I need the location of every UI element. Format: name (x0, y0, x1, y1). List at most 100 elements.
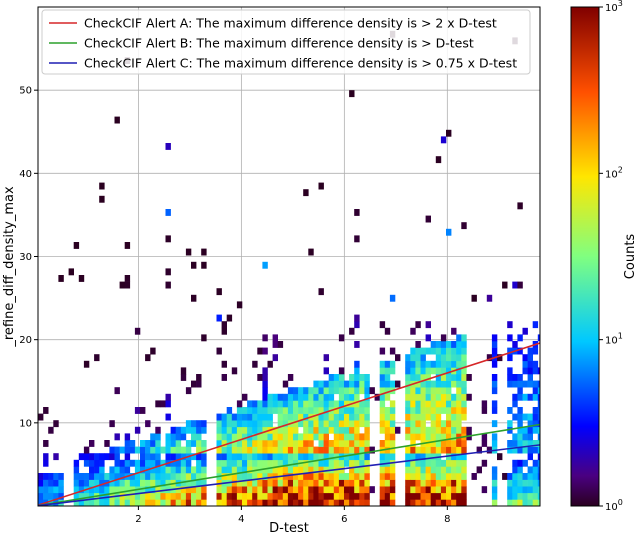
heatmap-cell (231, 440, 238, 447)
heatmap-cell (308, 486, 314, 494)
heatmap-cell (323, 393, 329, 401)
heatmap-cell (344, 387, 350, 395)
heatmap-cell (293, 473, 299, 480)
heatmap-cell (532, 459, 539, 467)
heatmap-cell (236, 413, 243, 421)
heatmap-cell (532, 420, 539, 428)
heatmap-cell (267, 440, 273, 447)
heatmap-cell (415, 466, 421, 474)
heatmap-cell (318, 393, 324, 401)
heatmap-cell (344, 393, 350, 401)
heatmap-cell (364, 446, 370, 454)
heatmap-cell (308, 466, 314, 474)
heatmap-cell (430, 367, 437, 375)
heatmap-cell (160, 479, 166, 487)
heatmap-cell (410, 420, 416, 428)
heatmap-cell (282, 433, 289, 441)
colorbar-tick-label: 102 (605, 165, 623, 180)
heatmap-cell (313, 479, 319, 487)
x-axis-label: D-test (269, 521, 309, 536)
heatmap-cell (364, 459, 370, 467)
heatmap-cell (318, 499, 324, 506)
heatmap-cell (420, 486, 426, 494)
heatmap-cell (415, 400, 421, 408)
heatmap-cell (191, 453, 197, 461)
heatmap-cell (430, 407, 437, 414)
heatmap-cell (119, 473, 125, 480)
heatmap-cell (73, 242, 80, 249)
heatmap-cell (517, 407, 523, 414)
heatmap-cell (461, 492, 467, 500)
heatmap-cell (262, 413, 268, 421)
heatmap-cell (415, 413, 421, 421)
heatmap-cell (405, 400, 411, 408)
heatmap-cell (196, 466, 202, 474)
heatmap-cell (456, 360, 462, 368)
heatmap-cell (410, 367, 416, 375)
heatmap-cell (145, 354, 151, 362)
heatmap-cell (323, 453, 329, 461)
heatmap-cell (185, 387, 192, 395)
heatmap-cell (231, 413, 238, 421)
heatmap-cell (384, 466, 391, 474)
heatmap-cell (231, 420, 238, 428)
heatmap-cell (389, 466, 396, 474)
heatmap-cell (318, 413, 324, 421)
heatmap-cell (323, 473, 329, 480)
heatmap-cell (379, 380, 386, 388)
heatmap-cell (395, 426, 401, 434)
heatmap-cell (257, 407, 263, 414)
heatmap-cell (537, 440, 540, 447)
heatmap-cell (282, 499, 289, 506)
heatmap-cell (287, 492, 294, 500)
heatmap-cell (155, 459, 161, 467)
heatmap-cell (313, 420, 319, 428)
heatmap-cell (451, 446, 457, 454)
heatmap-cell (537, 413, 540, 421)
heatmap-cell (221, 426, 227, 434)
heatmap-cell (522, 327, 528, 335)
heatmap-cell (287, 433, 294, 441)
heatmap-cell (293, 499, 299, 506)
heatmap-cell (461, 459, 467, 467)
colorbar-label: Counts (623, 234, 638, 280)
heatmap-cell (89, 453, 95, 461)
heatmap-cell (446, 466, 452, 474)
heatmap-cell (333, 374, 340, 381)
heatmap-cell (379, 426, 386, 434)
heatmap-cell (78, 479, 85, 487)
heatmap-cell (456, 334, 462, 342)
heatmap-cell (134, 473, 141, 480)
heatmap-cell (196, 459, 202, 467)
heatmap-cell (185, 499, 192, 506)
heatmap-cell (308, 446, 314, 454)
heatmap-cell (216, 440, 222, 447)
heatmap-cell (58, 492, 64, 500)
heatmap-cell (175, 473, 182, 480)
heatmap-cell (507, 440, 513, 447)
heatmap-cell (267, 393, 273, 401)
heatmap-cell (78, 492, 85, 500)
heatmap-cell (527, 347, 533, 355)
heatmap-cell (308, 387, 314, 395)
heatmap-cell (257, 473, 263, 480)
heatmap-cell (527, 499, 533, 506)
heatmap-cell (318, 453, 324, 461)
heatmap-cell (507, 446, 513, 454)
heatmap-cell (277, 407, 284, 414)
heatmap-cell (446, 486, 452, 494)
heatmap-cell (344, 492, 350, 500)
heatmap-cell (364, 479, 370, 487)
heatmap-cell (293, 433, 299, 441)
heatmap-cell (277, 420, 284, 428)
heatmap-cell (221, 466, 227, 474)
colorbar-tick-label: 103 (605, 0, 623, 14)
heatmap-cell (532, 440, 539, 447)
heatmap-cell (191, 499, 197, 506)
heatmap-cell (430, 466, 437, 474)
heatmap-cell (252, 479, 258, 487)
heatmap-cell (226, 413, 233, 421)
heatmap-cell (252, 440, 258, 447)
heatmap-cell (252, 433, 258, 441)
heatmap-cell (491, 360, 498, 368)
